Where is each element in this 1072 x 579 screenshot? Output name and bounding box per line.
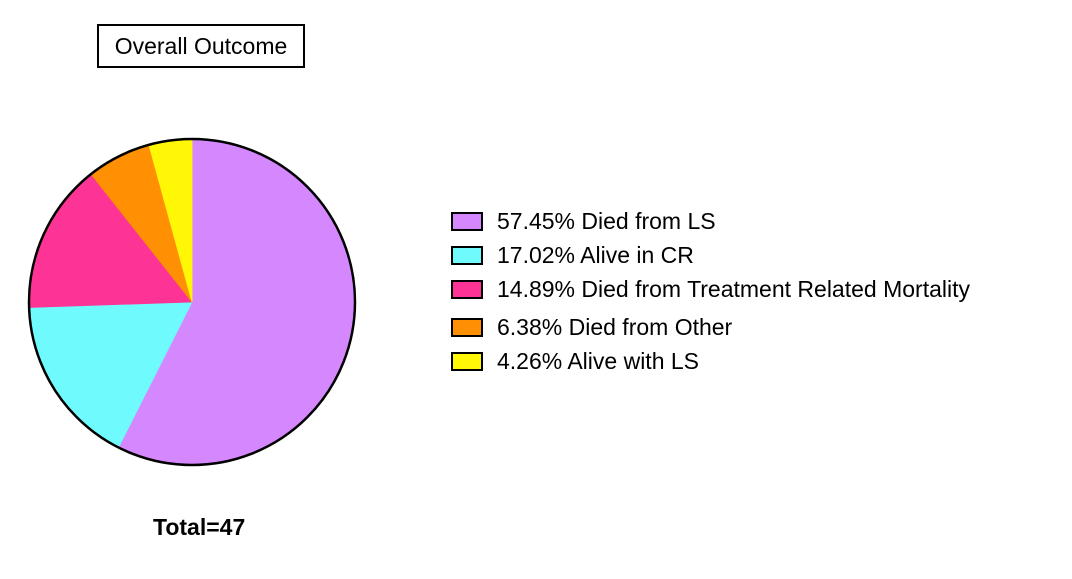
legend-swatch xyxy=(451,245,483,265)
legend-swatch xyxy=(451,317,483,337)
legend-item: 6.38% Died from Other xyxy=(451,312,732,342)
pie-chart xyxy=(27,137,357,467)
legend-label: 17.02% Alive in CR xyxy=(497,242,694,268)
legend-item: 17.02% Alive in CR xyxy=(451,240,694,270)
legend-item: 14.89% Died from Treatment Related Morta… xyxy=(451,274,970,304)
total-label: Total=47 xyxy=(153,514,246,540)
legend-swatch xyxy=(451,211,483,231)
legend-swatch xyxy=(451,279,483,299)
legend-label: 6.38% Died from Other xyxy=(497,314,733,340)
pie-slices xyxy=(28,138,356,466)
pie-outline xyxy=(27,137,357,467)
legend-label: 4.26% Alive with LS xyxy=(497,348,700,374)
legend-item: 4.26% Alive with LS xyxy=(451,346,699,376)
legend-label: 57.45% Died from LS xyxy=(497,208,716,234)
legend-item: 57.45% Died from LS xyxy=(451,206,716,236)
chart-title: Overall Outcome xyxy=(97,24,305,68)
legend-label: 14.89% Died from Treatment Related Morta… xyxy=(497,276,970,302)
legend-swatch xyxy=(451,351,483,371)
